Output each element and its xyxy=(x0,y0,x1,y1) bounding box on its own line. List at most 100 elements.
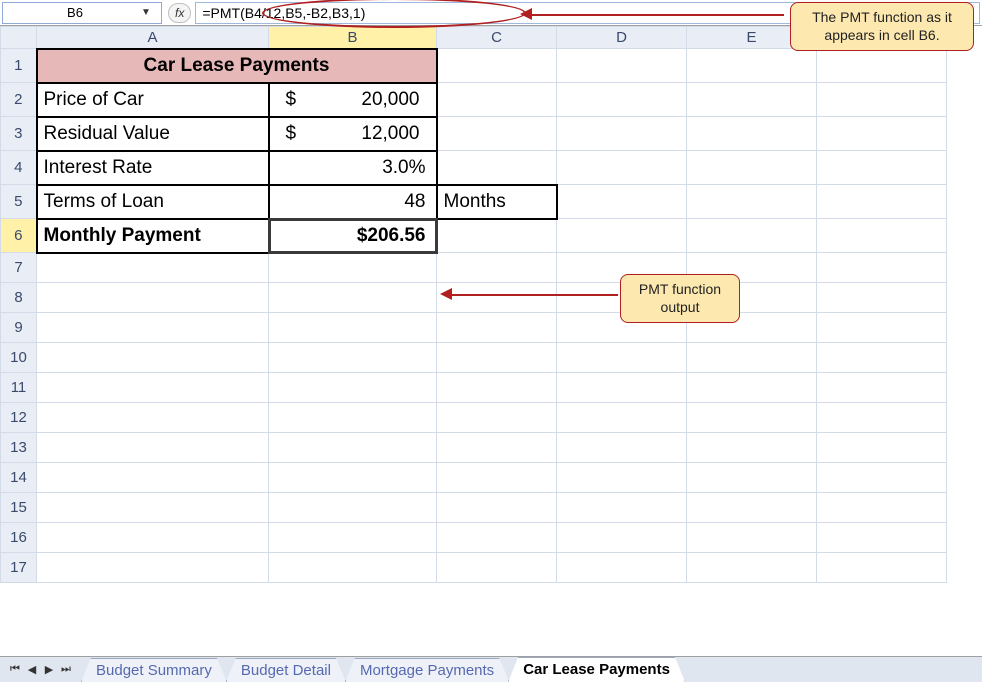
cell-C7[interactable] xyxy=(437,253,557,283)
cell-B15[interactable] xyxy=(269,493,437,523)
cell-C16[interactable] xyxy=(437,523,557,553)
cell-A12[interactable] xyxy=(37,403,269,433)
cell-E2[interactable] xyxy=(687,83,817,117)
cell-D15[interactable] xyxy=(557,493,687,523)
row-header-17[interactable]: 17 xyxy=(1,553,37,583)
cell-F6[interactable] xyxy=(817,219,947,253)
cell-D5[interactable] xyxy=(557,185,687,219)
cell-C4[interactable] xyxy=(437,151,557,185)
cell-F8[interactable] xyxy=(817,283,947,313)
cell-E11[interactable] xyxy=(687,373,817,403)
cell-A4[interactable]: Interest Rate xyxy=(37,151,269,185)
cell-B5[interactable]: 48 xyxy=(269,185,437,219)
cell-C14[interactable] xyxy=(437,463,557,493)
row-header-9[interactable]: 9 xyxy=(1,313,37,343)
cell-B14[interactable] xyxy=(269,463,437,493)
tab-car-lease-payments[interactable]: Car Lease Payments xyxy=(508,657,685,682)
cell-E5[interactable] xyxy=(687,185,817,219)
cell-B10[interactable] xyxy=(269,343,437,373)
row-header-11[interactable]: 11 xyxy=(1,373,37,403)
cell-D17[interactable] xyxy=(557,553,687,583)
cell-B13[interactable] xyxy=(269,433,437,463)
cell-F14[interactable] xyxy=(817,463,947,493)
cell-A11[interactable] xyxy=(37,373,269,403)
cell-E14[interactable] xyxy=(687,463,817,493)
cell-E3[interactable] xyxy=(687,117,817,151)
cell-C13[interactable] xyxy=(437,433,557,463)
row-header-10[interactable]: 10 xyxy=(1,343,37,373)
cell-F9[interactable] xyxy=(817,313,947,343)
tab-mortgage-payments[interactable]: Mortgage Payments xyxy=(345,658,509,682)
col-header-A[interactable]: A xyxy=(37,27,269,49)
tab-nav-last-icon[interactable]: ⏭ xyxy=(59,662,73,678)
cell-E4[interactable] xyxy=(687,151,817,185)
cell-B6[interactable]: $206.56 xyxy=(269,219,437,253)
cell-E10[interactable] xyxy=(687,343,817,373)
cell-C3[interactable] xyxy=(437,117,557,151)
cell-B7[interactable] xyxy=(269,253,437,283)
cell-E15[interactable] xyxy=(687,493,817,523)
cell-F10[interactable] xyxy=(817,343,947,373)
cell-D10[interactable] xyxy=(557,343,687,373)
cell-E17[interactable] xyxy=(687,553,817,583)
cell-D3[interactable] xyxy=(557,117,687,151)
col-header-B[interactable]: B xyxy=(269,27,437,49)
cell-D2[interactable] xyxy=(557,83,687,117)
cell-E1[interactable] xyxy=(687,49,817,83)
cell-E6[interactable] xyxy=(687,219,817,253)
cell-B11[interactable] xyxy=(269,373,437,403)
cell-C9[interactable] xyxy=(437,313,557,343)
cell-F1[interactable] xyxy=(817,49,947,83)
cell-D6[interactable] xyxy=(557,219,687,253)
cell-D12[interactable] xyxy=(557,403,687,433)
row-header-5[interactable]: 5 xyxy=(1,185,37,219)
cell-C6[interactable] xyxy=(437,219,557,253)
cell-B9[interactable] xyxy=(269,313,437,343)
fx-button[interactable]: fx xyxy=(168,3,191,23)
cell-F3[interactable] xyxy=(817,117,947,151)
cell-A13[interactable] xyxy=(37,433,269,463)
cell-A14[interactable] xyxy=(37,463,269,493)
tab-nav-next-icon[interactable]: ▶ xyxy=(42,662,56,678)
row-header-13[interactable]: 13 xyxy=(1,433,37,463)
cell-C11[interactable] xyxy=(437,373,557,403)
cell-C10[interactable] xyxy=(437,343,557,373)
cell-F16[interactable] xyxy=(817,523,947,553)
cell-E12[interactable] xyxy=(687,403,817,433)
cell-A5[interactable]: Terms of Loan xyxy=(37,185,269,219)
cell-F17[interactable] xyxy=(817,553,947,583)
cell-C17[interactable] xyxy=(437,553,557,583)
cell-B8[interactable] xyxy=(269,283,437,313)
cell-D14[interactable] xyxy=(557,463,687,493)
row-header-4[interactable]: 4 xyxy=(1,151,37,185)
col-header-C[interactable]: C xyxy=(437,27,557,49)
cell-F13[interactable] xyxy=(817,433,947,463)
name-box[interactable]: B6 ▼ xyxy=(2,2,162,24)
cell-F4[interactable] xyxy=(817,151,947,185)
row-header-1[interactable]: 1 xyxy=(1,49,37,83)
cell-D1[interactable] xyxy=(557,49,687,83)
cell-B2[interactable]: $ 20,000 xyxy=(269,83,437,117)
cell-A7[interactable] xyxy=(37,253,269,283)
cell-B17[interactable] xyxy=(269,553,437,583)
cell-F15[interactable] xyxy=(817,493,947,523)
cell-C5[interactable]: Months xyxy=(437,185,557,219)
cell-A10[interactable] xyxy=(37,343,269,373)
cell-F7[interactable] xyxy=(817,253,947,283)
tab-nav-prev-icon[interactable]: ◀ xyxy=(25,662,39,678)
cell-D11[interactable] xyxy=(557,373,687,403)
row-header-12[interactable]: 12 xyxy=(1,403,37,433)
cell-A2[interactable]: Price of Car xyxy=(37,83,269,117)
cell-B3[interactable]: $ 12,000 xyxy=(269,117,437,151)
row-header-14[interactable]: 14 xyxy=(1,463,37,493)
cell-D4[interactable] xyxy=(557,151,687,185)
cell-D16[interactable] xyxy=(557,523,687,553)
cell-A9[interactable] xyxy=(37,313,269,343)
cell-F12[interactable] xyxy=(817,403,947,433)
cell-B16[interactable] xyxy=(269,523,437,553)
cell-F2[interactable] xyxy=(817,83,947,117)
cell-C15[interactable] xyxy=(437,493,557,523)
cell-C8[interactable] xyxy=(437,283,557,313)
row-header-15[interactable]: 15 xyxy=(1,493,37,523)
cell-A16[interactable] xyxy=(37,523,269,553)
